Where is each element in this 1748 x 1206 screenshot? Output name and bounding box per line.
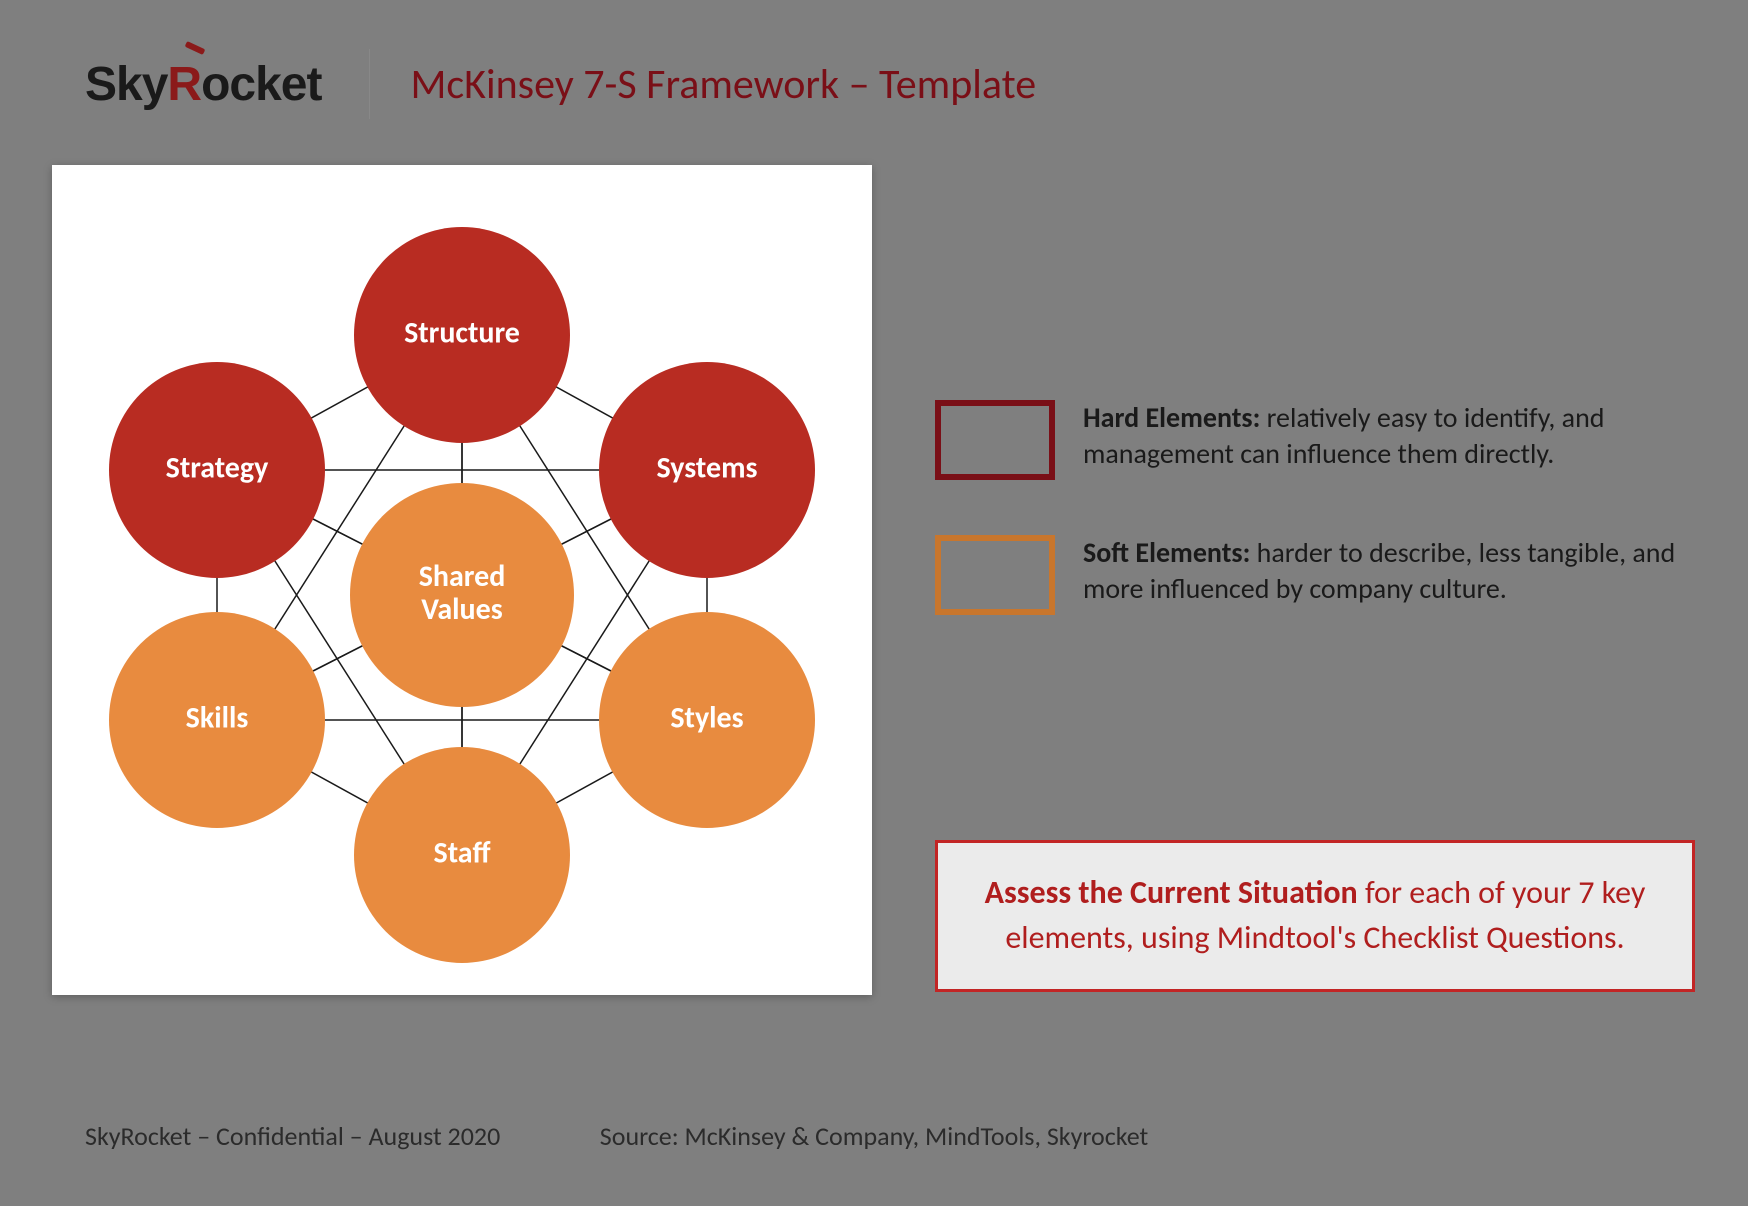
node-label: Styles bbox=[670, 699, 743, 736]
node-shared: SharedValues bbox=[350, 483, 574, 707]
node-staff: Staff bbox=[354, 747, 570, 963]
node-styles: Styles bbox=[599, 612, 815, 828]
node-label: Values bbox=[421, 591, 502, 628]
node-structure: Structure bbox=[354, 227, 570, 443]
logo-part3: ocket bbox=[201, 58, 321, 111]
header-divider bbox=[369, 49, 370, 119]
logo: SkyRocket bbox=[85, 57, 321, 112]
legend: Hard Elements: relatively easy to identi… bbox=[935, 400, 1695, 670]
legend-text-soft: Soft Elements: harder to describe, less … bbox=[1083, 535, 1695, 608]
diagram-nodes: Structure Systems Styles Staff Skills Strateg… bbox=[109, 227, 815, 963]
legend-swatch-hard bbox=[935, 400, 1055, 480]
legend-row-hard: Hard Elements: relatively easy to identi… bbox=[935, 400, 1695, 480]
node-strategy: Strategy bbox=[109, 362, 325, 578]
node-label: Staff bbox=[434, 834, 491, 871]
node-label: Shared bbox=[419, 558, 506, 595]
legend-hard-title: Hard Elements: bbox=[1083, 400, 1260, 435]
node-label: Structure bbox=[404, 314, 520, 351]
node-label: Strategy bbox=[166, 449, 269, 486]
callout-bold: Assess the Current Situation bbox=[985, 873, 1358, 912]
legend-row-soft: Soft Elements: harder to describe, less … bbox=[935, 535, 1695, 615]
node-label: Skills bbox=[186, 699, 249, 736]
logo-part1: Sky bbox=[85, 58, 167, 111]
slide: SkyRocket McKinsey 7-S Framework – Templ… bbox=[0, 0, 1748, 1206]
logo-part2: R bbox=[167, 57, 201, 112]
page-title: McKinsey 7-S Framework – Template bbox=[410, 59, 1036, 110]
legend-text-hard: Hard Elements: relatively easy to identi… bbox=[1083, 400, 1695, 473]
diagram-panel: Structure Systems Styles Staff Skills Strateg… bbox=[52, 165, 872, 995]
footer-left: SkyRocket – Confidential – August 2020 bbox=[85, 1120, 500, 1152]
legend-swatch-soft bbox=[935, 535, 1055, 615]
node-systems: Systems bbox=[599, 362, 815, 578]
node-label: Systems bbox=[657, 449, 758, 486]
footer-center: Source: McKinsey & Company, MindTools, S… bbox=[600, 1120, 1148, 1152]
seven-s-diagram: Structure Systems Styles Staff Skills Strateg… bbox=[52, 165, 872, 995]
node-skills: Skills bbox=[109, 612, 325, 828]
callout-box: Assess the Current Situation for each of… bbox=[935, 840, 1695, 992]
legend-soft-title: Soft Elements: bbox=[1083, 535, 1250, 570]
header: SkyRocket McKinsey 7-S Framework – Templ… bbox=[85, 44, 1688, 124]
